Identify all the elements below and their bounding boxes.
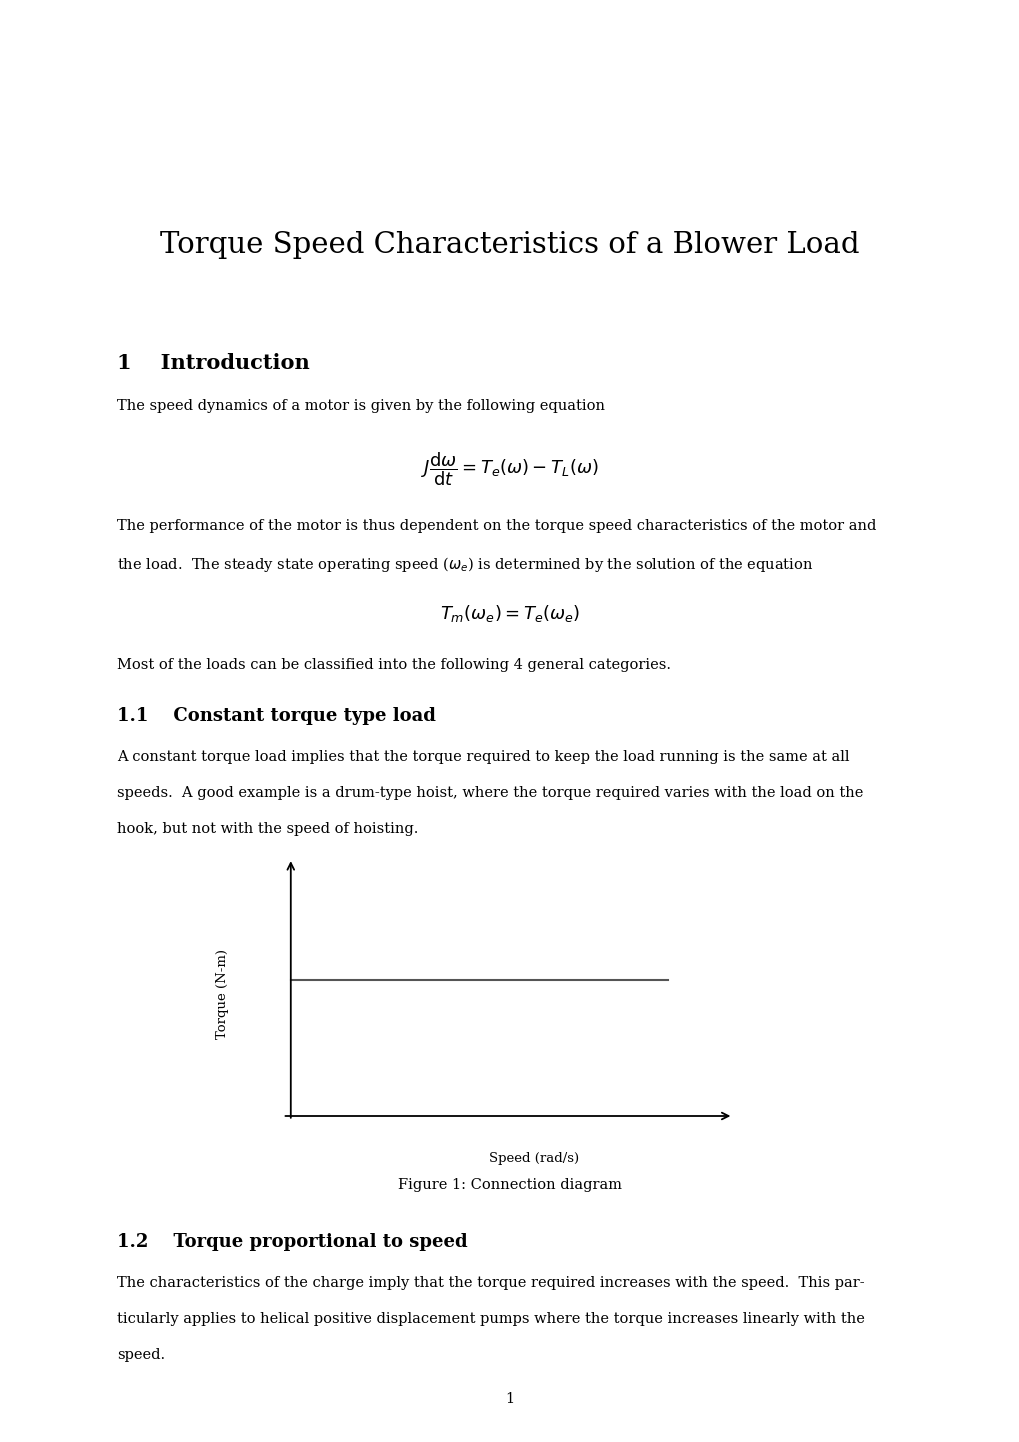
Text: A constant torque load implies that the torque required to keep the load running: A constant torque load implies that the …	[117, 750, 849, 764]
Text: Speed (rad/s): Speed (rad/s)	[488, 1152, 579, 1165]
Text: ticularly applies to helical positive displacement pumps where the torque increa: ticularly applies to helical positive di…	[117, 1312, 864, 1327]
Text: 1.1    Constant torque type load: 1.1 Constant torque type load	[117, 707, 436, 724]
Text: Figure 1: Connection diagram: Figure 1: Connection diagram	[397, 1178, 622, 1193]
Text: Most of the loads can be classified into the following 4 general categories.: Most of the loads can be classified into…	[117, 658, 671, 672]
Text: hook, but not with the speed of hoisting.: hook, but not with the speed of hoisting…	[117, 822, 418, 836]
Text: $J\dfrac{\mathrm{d}\omega}{\mathrm{d}t} = T_e(\omega) - T_L(\omega)$: $J\dfrac{\mathrm{d}\omega}{\mathrm{d}t} …	[421, 450, 598, 487]
Text: $T_m(\omega_e) = T_e(\omega_e)$: $T_m(\omega_e) = T_e(\omega_e)$	[439, 603, 580, 624]
Text: The performance of the motor is thus dependent on the torque speed characteristi: The performance of the motor is thus dep…	[117, 519, 875, 534]
Text: speed.: speed.	[117, 1348, 165, 1363]
Text: The speed dynamics of a motor is given by the following equation: The speed dynamics of a motor is given b…	[117, 399, 604, 414]
Text: 1    Introduction: 1 Introduction	[117, 353, 310, 373]
Text: Torque Speed Characteristics of a Blower Load: Torque Speed Characteristics of a Blower…	[160, 231, 859, 258]
Text: speeds.  A good example is a drum-type hoist, where the torque required varies w: speeds. A good example is a drum-type ho…	[117, 786, 863, 800]
Text: 1.2    Torque proportional to speed: 1.2 Torque proportional to speed	[117, 1233, 468, 1250]
Text: 1: 1	[505, 1392, 514, 1406]
Text: Torque (N-m): Torque (N-m)	[216, 949, 228, 1040]
Text: The characteristics of the charge imply that the torque required increases with : The characteristics of the charge imply …	[117, 1276, 864, 1291]
Text: the load.  The steady state operating speed ($\omega_e$) is determined by the so: the load. The steady state operating spe…	[117, 555, 813, 574]
